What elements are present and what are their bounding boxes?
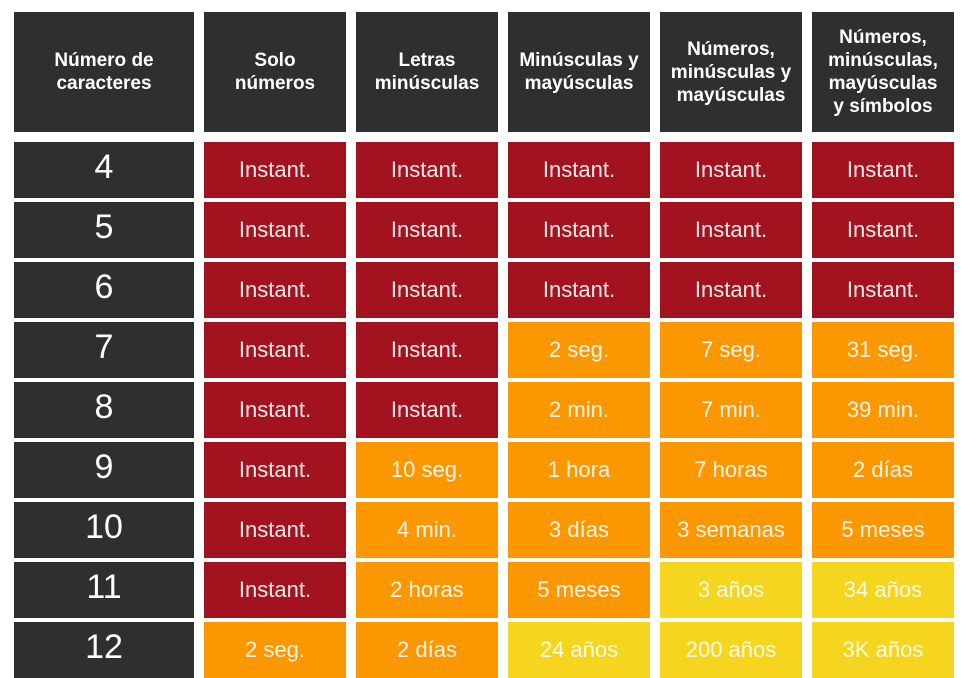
row-label-characters: 5 <box>14 202 194 258</box>
time-cell: Instant. <box>812 262 954 318</box>
time-cell: 24 años <box>508 622 650 678</box>
time-cell: 7 seg. <box>660 322 802 378</box>
time-cell: 1 hora <box>508 442 650 498</box>
time-cell: Instant. <box>508 202 650 258</box>
header-cell-numeros-min-may-simbolos: Números, minúsculas, mayúsculas y símbol… <box>812 12 954 132</box>
password-crack-time-table: Número de caracteres Solo números Letras… <box>14 12 958 678</box>
time-cell: 2 días <box>356 622 498 678</box>
time-cell: 7 min. <box>660 382 802 438</box>
time-cell: Instant. <box>508 142 650 198</box>
time-cell: 200 años <box>660 622 802 678</box>
header-cell-letras-minusculas: Letras minúsculas <box>356 12 498 132</box>
time-cell: 2 min. <box>508 382 650 438</box>
time-cell: Instant. <box>812 142 954 198</box>
time-cell: Instant. <box>508 262 650 318</box>
time-cell: Instant. <box>356 262 498 318</box>
time-cell: Instant. <box>204 562 346 618</box>
time-cell: Instant. <box>204 382 346 438</box>
time-cell: 5 meses <box>812 502 954 558</box>
time-cell: Instant. <box>356 142 498 198</box>
header-cell-solo-numeros: Solo números <box>204 12 346 132</box>
time-cell: 4 min. <box>356 502 498 558</box>
time-cell: Instant. <box>204 322 346 378</box>
row-label-characters: 8 <box>14 382 194 438</box>
time-cell: 34 años <box>812 562 954 618</box>
time-cell: 10 seg. <box>356 442 498 498</box>
row-label-characters: 9 <box>14 442 194 498</box>
row-label-characters: 10 <box>14 502 194 558</box>
row-label-characters: 7 <box>14 322 194 378</box>
time-cell: 2 seg. <box>508 322 650 378</box>
time-cell: Instant. <box>812 202 954 258</box>
row-label-characters: 12 <box>14 622 194 678</box>
time-cell: 3 semanas <box>660 502 802 558</box>
time-cell: Instant. <box>204 262 346 318</box>
time-cell: 3 días <box>508 502 650 558</box>
header-cell-num-caracteres: Número de caracteres <box>14 12 194 132</box>
header-cell-numeros-min-may: Números, minúsculas y mayúsculas <box>660 12 802 132</box>
time-cell: Instant. <box>204 142 346 198</box>
time-cell: 5 meses <box>508 562 650 618</box>
row-label-characters: 4 <box>14 142 194 198</box>
row-label-characters: 11 <box>14 562 194 618</box>
time-cell: 2 horas <box>356 562 498 618</box>
time-cell: 3 años <box>660 562 802 618</box>
time-cell: 2 días <box>812 442 954 498</box>
time-cell: Instant. <box>356 322 498 378</box>
time-cell: 39 min. <box>812 382 954 438</box>
time-cell: Instant. <box>660 202 802 258</box>
time-cell: Instant. <box>204 442 346 498</box>
time-cell: 31 seg. <box>812 322 954 378</box>
time-cell: Instant. <box>204 202 346 258</box>
time-cell: 2 seg. <box>204 622 346 678</box>
time-cell: Instant. <box>204 502 346 558</box>
time-cell: Instant. <box>660 142 802 198</box>
header-cell-minusculas-mayusculas: Minúsculas y mayúsculas <box>508 12 650 132</box>
row-label-characters: 6 <box>14 262 194 318</box>
time-cell: 3K años <box>812 622 954 678</box>
time-cell: Instant. <box>660 262 802 318</box>
time-cell: Instant. <box>356 382 498 438</box>
time-cell: Instant. <box>356 202 498 258</box>
time-cell: 7 horas <box>660 442 802 498</box>
